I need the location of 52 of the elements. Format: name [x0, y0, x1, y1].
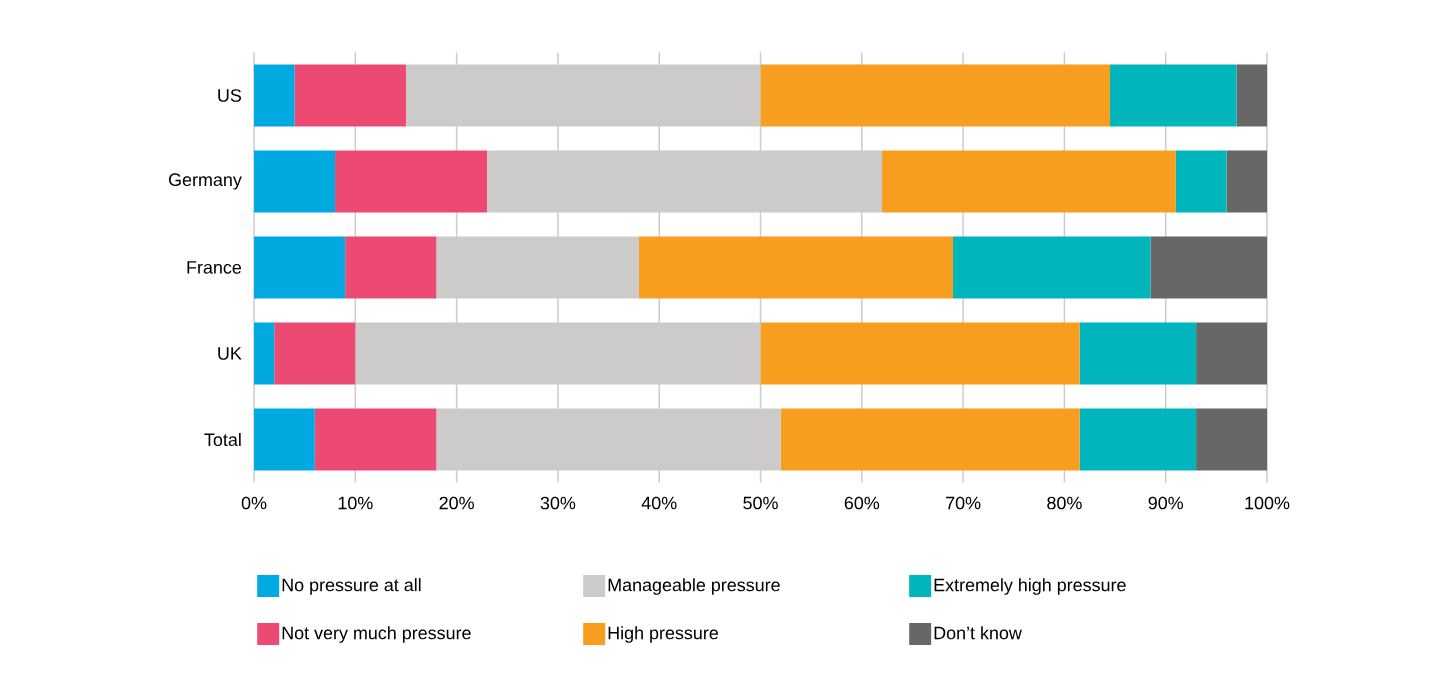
legend-label: Extremely high pressure [934, 578, 1126, 595]
y-tick-label: UK [218, 347, 242, 360]
bar [1226, 150, 1268, 213]
bar [882, 150, 1176, 213]
bar [294, 64, 406, 127]
bar [1236, 64, 1268, 127]
bar [1079, 322, 1197, 385]
bar [314, 408, 437, 471]
x-tick-label: 10% [338, 496, 373, 510]
bar [254, 64, 295, 127]
y-tick-label: US [218, 89, 242, 102]
bar [760, 322, 1080, 385]
x-tick-label: 40% [641, 496, 677, 510]
bar [274, 322, 356, 385]
y-tick-label: Total [204, 432, 241, 447]
legend-label: No pressure at all [282, 578, 421, 595]
bar [952, 236, 1151, 299]
x-tick-label: 90% [1148, 496, 1184, 510]
bar [1175, 150, 1227, 213]
bar [638, 236, 953, 299]
bar [345, 236, 437, 299]
bar [254, 408, 315, 471]
x-tick-label: 20% [439, 496, 474, 510]
bar [1196, 408, 1268, 471]
x-tick-label: 0% [241, 496, 267, 510]
legend-label: High pressure [608, 626, 718, 643]
x-tick-label: 30% [540, 496, 576, 510]
bar [1109, 64, 1237, 127]
bar [355, 322, 761, 385]
x-tick-label: 70% [946, 496, 981, 510]
x-tick-label: 60% [844, 496, 880, 510]
bar [1150, 236, 1268, 299]
bar [254, 150, 336, 213]
y-tick-label: France [187, 261, 242, 274]
bar [436, 236, 639, 299]
x-tick-label: 100% [1245, 496, 1290, 510]
bar [1196, 322, 1268, 385]
bar [254, 322, 275, 385]
bar [487, 150, 883, 213]
legend-label: Not very much pressure [282, 626, 471, 643]
bar [405, 64, 761, 127]
bar [760, 64, 1110, 127]
bar [254, 236, 346, 299]
legend-label: Don’t know [934, 626, 1022, 640]
y-tick-label: Germany [169, 173, 242, 190]
x-tick-label: 50% [743, 496, 778, 510]
bar [335, 150, 487, 213]
bar [1079, 408, 1197, 471]
x-tick-label: 80% [1047, 496, 1082, 510]
legend-label: Manageable pressure [608, 578, 780, 595]
bar [436, 408, 781, 471]
bar [780, 408, 1080, 471]
